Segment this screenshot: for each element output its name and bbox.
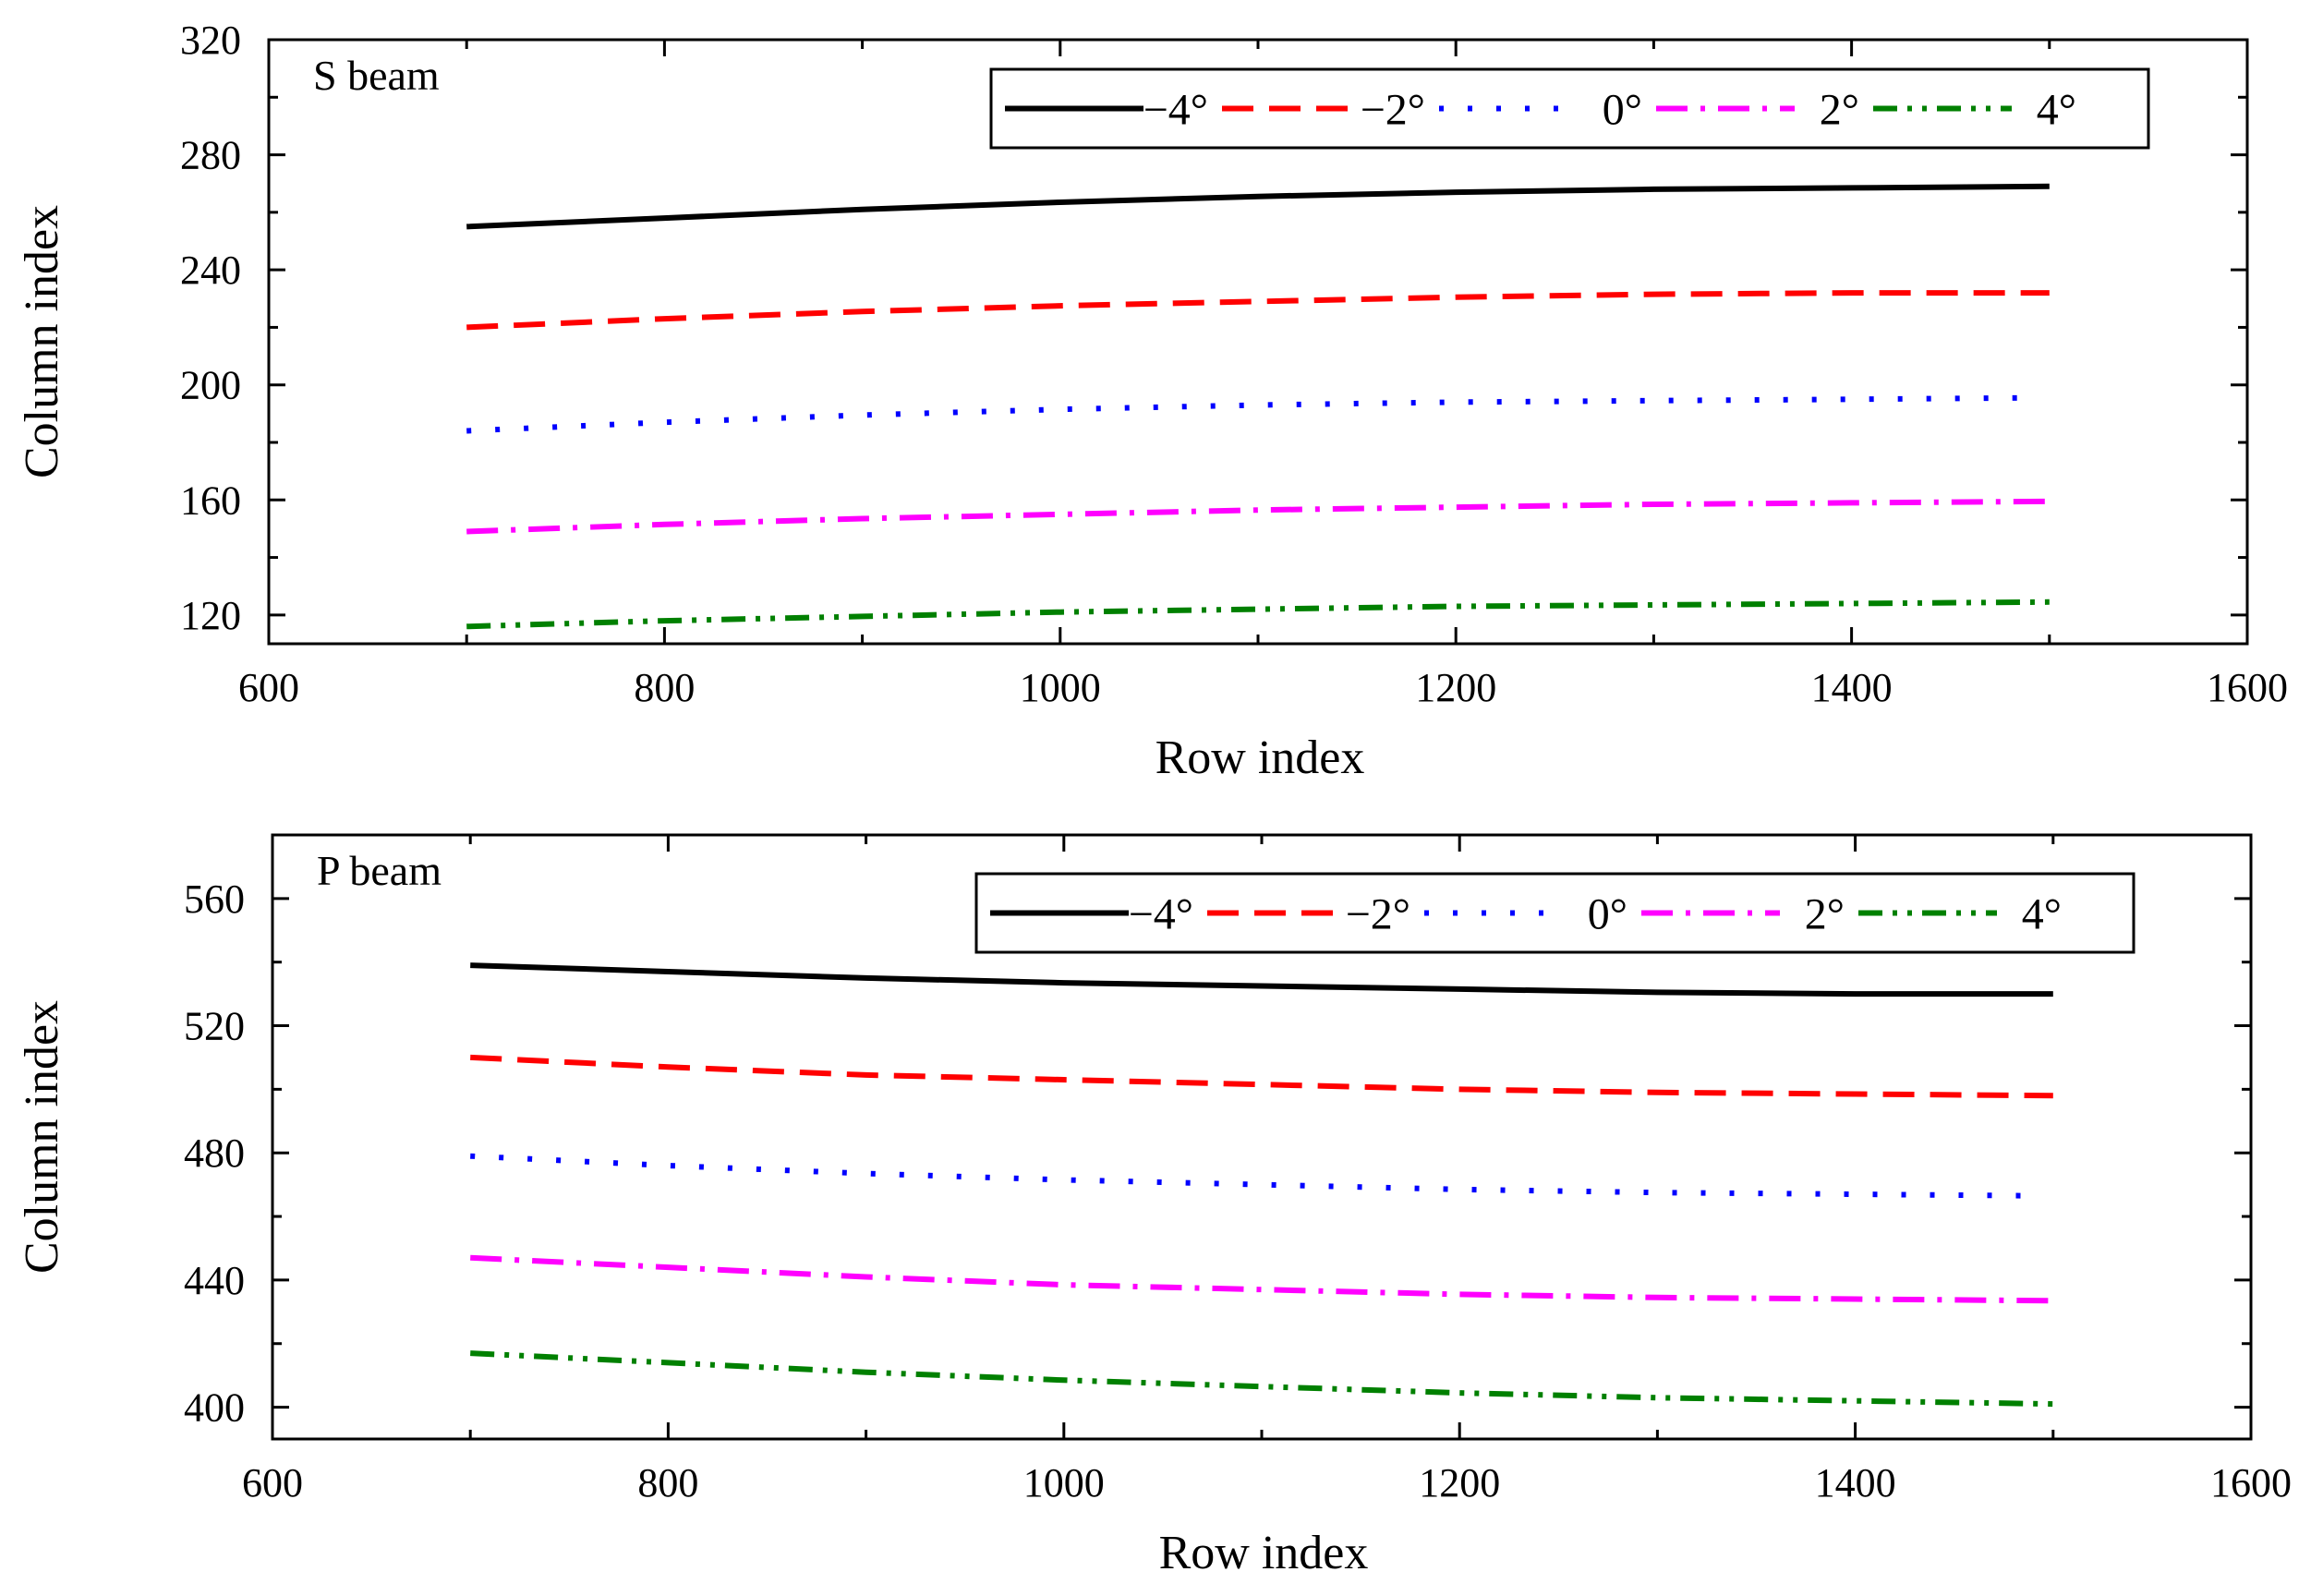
series-line-5 [466, 598, 2050, 630]
x-axis-title: Row index [1155, 732, 1365, 784]
y-tick-label: 200 [180, 363, 241, 408]
x-tick-label: 1200 [1415, 665, 1496, 710]
y-tick-label: 320 [180, 18, 241, 63]
x-tick-label: 600 [238, 665, 299, 710]
panel-label: S beam [313, 52, 440, 99]
chart-panel-1: 600 800 1000 1200 1400 1600 120 160 200 240 280 320… [16, 18, 2288, 784]
legend-label: 0° [1603, 86, 1642, 135]
chart-panel-2: 600 800 1000 1200 1400 1600 400 440 480 520 560 Row… [16, 833, 2292, 1579]
y-tick-label: 440 [184, 1258, 245, 1303]
legend-label: 0° [1588, 890, 1627, 939]
series-line-2 [466, 290, 2050, 331]
series-line-3 [466, 394, 2030, 434]
y-tick-label: 120 [180, 593, 241, 638]
series-line-4 [470, 1254, 2053, 1304]
y-tick-label: 520 [184, 1004, 245, 1049]
legend-label: 2° [1805, 890, 1845, 939]
y-axis-title: Column index [16, 205, 68, 478]
x-tick-label: 800 [634, 665, 695, 710]
y-tick-label: 560 [184, 877, 245, 922]
y-tick-label: 160 [180, 478, 241, 523]
legend-label: −4° [1143, 86, 1208, 135]
series-line-1 [470, 962, 2053, 998]
x-tick-label: 1200 [1419, 1460, 1500, 1505]
series-line-2 [470, 1054, 2053, 1099]
x-tick-label: 1600 [2210, 1460, 2292, 1505]
y-tick-label: 400 [184, 1385, 245, 1431]
x-tick-label: 1400 [1815, 1460, 1896, 1505]
y-tick-label: 280 [180, 133, 241, 178]
series-line-3 [470, 1153, 2034, 1199]
legend-label: −2° [1346, 890, 1410, 939]
legend-label: −2° [1361, 86, 1425, 135]
y-tick-label: 480 [184, 1130, 245, 1176]
x-tick-label: 800 [637, 1460, 698, 1505]
legend: −4° −2° 0° 2° 4° [974, 872, 2135, 954]
legend-label: 2° [1820, 86, 1859, 135]
x-tick-label: 1600 [2207, 665, 2288, 710]
x-tick-label: 600 [242, 1460, 303, 1505]
y-tick-label: 240 [180, 248, 241, 293]
legend-label: 4° [2037, 86, 2076, 135]
series-line-1 [466, 183, 2050, 230]
x-tick-label: 1400 [1811, 665, 1893, 710]
x-tick-label: 1000 [1023, 1460, 1105, 1505]
x-tick-label: 1000 [1020, 665, 1101, 710]
legend: −4° −2° 0° 2° 4° [989, 67, 2150, 150]
legend-label: 4° [2022, 890, 2062, 939]
legend-label: −4° [1129, 890, 1193, 939]
panel-label: P beam [317, 847, 442, 894]
x-axis-title: Row index [1159, 1527, 1369, 1579]
series-line-5 [470, 1350, 2053, 1408]
y-axis-title: Column index [16, 1000, 68, 1274]
series-line-4 [466, 498, 2050, 535]
